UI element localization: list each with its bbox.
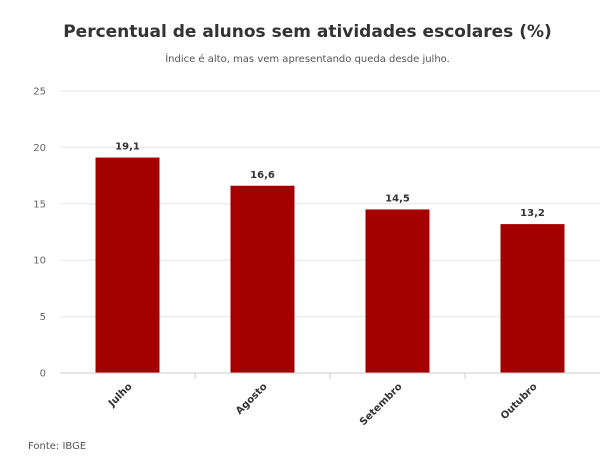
y-tick-label: 0 [40, 369, 46, 380]
chart-subtitle: Índice é alto, mas vem apresentando qued… [165, 54, 450, 65]
source-note: Fonte: IBGE [28, 441, 87, 452]
y-tick-label: 10 [33, 256, 46, 267]
data-label-julho: 19,1 [115, 142, 140, 153]
x-tick-label-julho: Julho [106, 381, 135, 410]
bar-chart: 0 5 10 15 20 25 19,1 16,6 14,5 13,2 Julho Agosto S… [33, 87, 600, 428]
data-label-agosto: 16,6 [250, 170, 275, 181]
bar-agosto [230, 185, 295, 373]
y-tick-label: 25 [33, 87, 46, 98]
y-tick-label: 20 [33, 143, 46, 154]
bar-julho [95, 157, 160, 373]
x-tick-label-outubro: Outubro [499, 381, 540, 422]
x-tick-label-setembro: Setembro [358, 381, 405, 428]
y-tick-label: 15 [33, 199, 46, 210]
bars [95, 157, 565, 373]
x-tick-label-agosto: Agosto [234, 381, 270, 417]
chart-title: Percentual de alunos sem atividades esco… [63, 22, 552, 42]
bar-setembro [365, 209, 430, 373]
value-labels: 19,1 16,6 14,5 13,2 [115, 142, 545, 220]
y-tick-label: 5 [40, 312, 46, 323]
bar-outubro [500, 224, 565, 373]
data-label-outubro: 13,2 [520, 208, 545, 219]
data-label-setembro: 14,5 [385, 193, 410, 204]
x-axis: Julho Agosto Setembro Outubro [60, 372, 600, 428]
y-axis-ticks: 0 5 10 15 20 25 [33, 87, 46, 380]
